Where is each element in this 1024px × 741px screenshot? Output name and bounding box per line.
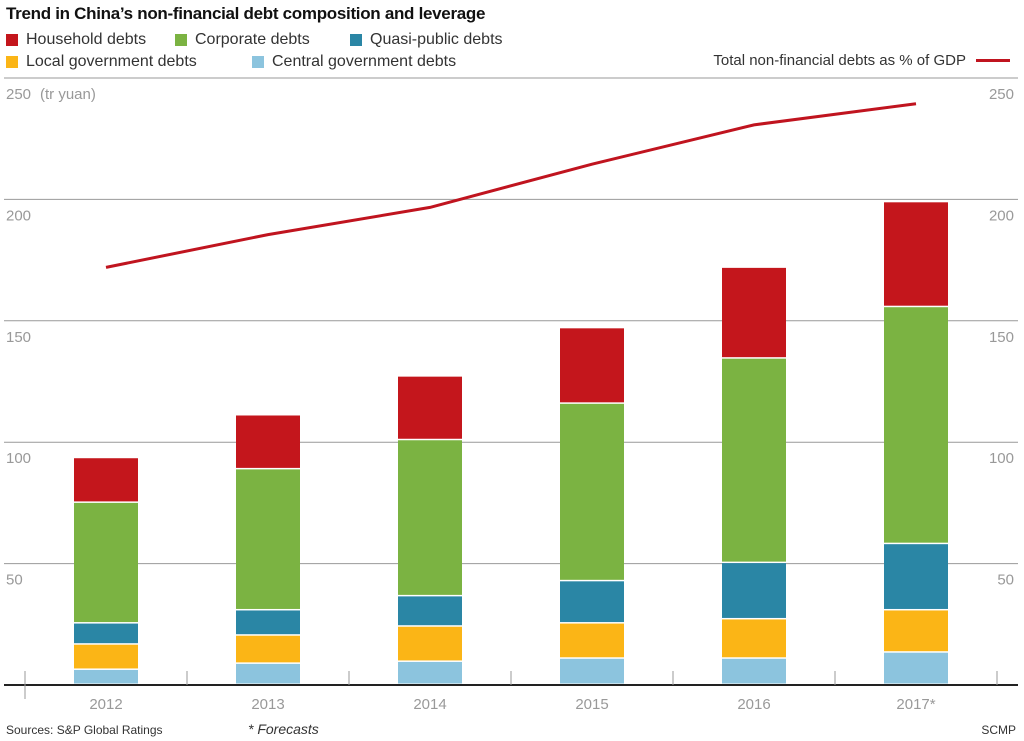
legend-label: Central government debts: [272, 53, 457, 70]
chart-title: Trend in China’s non-financial debt comp…: [6, 4, 486, 23]
gdp-ratio-line: [105, 102, 917, 269]
legend-gdp-line: Total non-financial debts as % of GDP: [713, 52, 1010, 69]
bar-segment: [722, 267, 786, 358]
x-tick-label: 2012: [89, 696, 122, 713]
bar-segment: [74, 502, 138, 623]
bar-segment: [560, 623, 624, 658]
bar-segment: [74, 644, 138, 669]
y-axis-unit: (tr yuan): [40, 86, 96, 103]
y-tick-label-left: 250: [6, 86, 31, 103]
bar-segment: [74, 458, 138, 502]
legend-label: Quasi-public debts: [370, 31, 503, 48]
bar-segment: [560, 658, 624, 684]
bar-segment: [236, 663, 300, 684]
bar-segment: [722, 563, 786, 618]
bar-segment: [398, 596, 462, 626]
bar-segment: [236, 635, 300, 663]
bar-segment: [74, 623, 138, 644]
bar-segment: [236, 415, 300, 468]
x-tick-label: 2013: [251, 696, 284, 713]
legend-local-gov: Local government debts: [6, 53, 197, 71]
legend-label: Local government debts: [26, 53, 197, 70]
bar-segment: [560, 581, 624, 623]
legend-household: Household debts: [6, 31, 146, 49]
legend-quasi-public: Quasi-public debts: [350, 31, 503, 49]
y-tick-label-right: 50: [997, 572, 1014, 589]
legend-swatch: [6, 34, 18, 46]
y-tick-label-right: 100: [989, 450, 1014, 467]
bar-segment: [236, 469, 300, 609]
bar-segment: [722, 619, 786, 658]
bar-segment: [398, 626, 462, 661]
x-tick-label: 2015: [575, 696, 608, 713]
bar-segment: [884, 307, 948, 543]
bar-segment: [236, 610, 300, 635]
legend-swatch: [350, 34, 362, 46]
legend-swatch: [175, 34, 187, 46]
legend-swatch: [252, 56, 264, 68]
bar-segment: [398, 376, 462, 439]
bar-segment: [74, 669, 138, 684]
legend-central-gov: Central government debts: [252, 53, 456, 71]
y-tick-label-left: 50: [6, 572, 23, 589]
y-tick-label-right: 250: [989, 86, 1014, 103]
x-tick-label: 2016: [737, 696, 770, 713]
credit: SCMP: [981, 723, 1016, 737]
bar-segment: [884, 544, 948, 609]
bar-segment: [398, 440, 462, 595]
bar-segment: [884, 202, 948, 306]
y-tick-label-left: 200: [6, 207, 31, 224]
source-note: Sources: S&P Global Ratings: [6, 723, 163, 737]
legend-swatch: [6, 56, 18, 68]
legend-label: Household debts: [26, 31, 147, 48]
x-tick-label: 2017*: [896, 696, 935, 713]
y-tick-label-right: 200: [989, 207, 1014, 224]
bar-segment: [722, 358, 786, 562]
legend-label: Corporate debts: [195, 31, 310, 48]
bar-segment: [398, 661, 462, 684]
y-tick-label-right: 150: [989, 329, 1014, 346]
bar-segment: [722, 658, 786, 684]
y-tick-label-left: 150: [6, 329, 31, 346]
forecast-note: * Forecasts: [248, 721, 319, 737]
y-tick-label-left: 100: [6, 450, 31, 467]
bar-segment: [884, 610, 948, 652]
legend-corporate: Corporate debts: [175, 31, 310, 49]
legend-line-swatch: [976, 59, 1010, 62]
x-tick-label: 2014: [413, 696, 446, 713]
legend-label: Total non-financial debts as % of GDP: [713, 52, 966, 69]
bar-segment: [884, 652, 948, 684]
bar-segment: [560, 328, 624, 403]
bar-segment: [560, 403, 624, 580]
